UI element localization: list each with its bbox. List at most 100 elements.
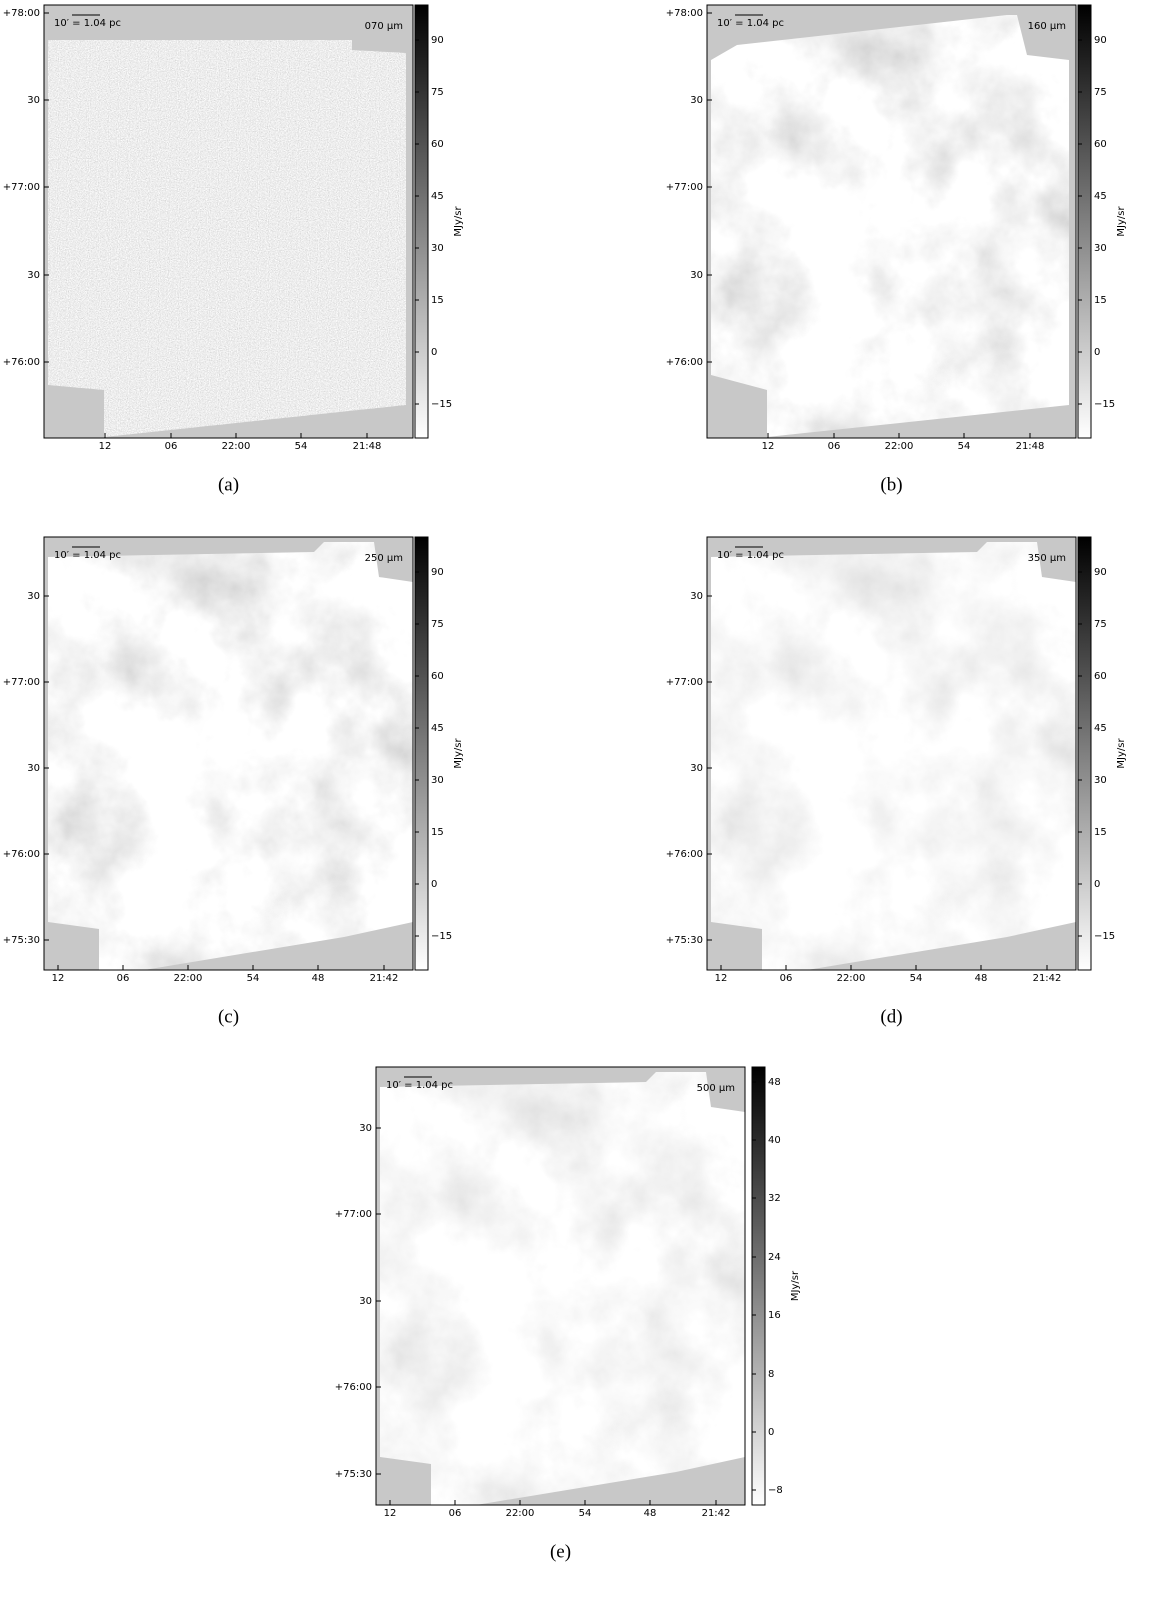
colorbar-label: MJy/sr (1116, 206, 1127, 237)
colorbar-tick-label: 16 (768, 1310, 781, 1321)
colorbar (751, 1066, 766, 1506)
colorbar-tick-label: 90 (431, 567, 444, 578)
colorbar-tick-label: 30 (1094, 243, 1107, 254)
colorbar-tick-label: −15 (1094, 399, 1115, 410)
y-tick-label: +78:00 (3, 8, 40, 19)
y-tick-label: +76:00 (666, 849, 703, 860)
colorbar-tick-label: 0 (431, 347, 437, 358)
colorbar-label: MJy/sr (1116, 738, 1127, 769)
caption: (c) (218, 1006, 239, 1027)
x-tick-label: 22:00 (222, 441, 251, 452)
scale-bar-label: 10′ = 1.04 pc (717, 550, 784, 561)
colorbar-tick-label: 0 (431, 879, 437, 890)
colorbar-tick-label: 90 (431, 35, 444, 46)
x-tick-label: 21:42 (370, 973, 399, 984)
colorbar-tick-label: 60 (1094, 671, 1107, 682)
colorbar (1077, 536, 1092, 971)
colorbar-tick-label: 30 (431, 775, 444, 786)
x-tick-label: 22:00 (174, 973, 203, 984)
colorbar-tick-label: 75 (431, 619, 444, 630)
y-tick-label: +75:30 (3, 935, 40, 946)
x-tick-label: 54 (247, 973, 260, 984)
x-tick-label: 22:00 (885, 441, 914, 452)
x-tick-label: 12 (384, 1508, 397, 1519)
x-tick-label: 48 (644, 1508, 657, 1519)
x-tick-label: 21:42 (1033, 973, 1062, 984)
colorbar-tick-label: 40 (768, 1135, 781, 1146)
wavelength-label: 250 μm (365, 553, 403, 564)
y-tick-label: +76:00 (3, 849, 40, 860)
colorbar-tick-label: 15 (431, 827, 444, 838)
colorbar-tick-label: 15 (1094, 295, 1107, 306)
x-tick-label: 06 (449, 1508, 462, 1519)
colorbar (1077, 4, 1092, 439)
colorbar-tick-label: 45 (431, 191, 444, 202)
axes-frame (43, 536, 414, 971)
map-image (711, 542, 1076, 970)
colorbar-tick-label: 75 (1094, 87, 1107, 98)
x-tick-label: 21:48 (1016, 441, 1045, 452)
colorbar-tick-label: 45 (431, 723, 444, 734)
caption: (e) (550, 1541, 571, 1562)
y-tick-label: 30 (690, 270, 703, 281)
x-tick-label: 21:48 (353, 441, 382, 452)
x-tick-label: 12 (762, 441, 775, 452)
panel: 10′ = 1.04 pc 500 μm 30 +77:00 30 +76:00 +75:3… (335, 1066, 801, 1562)
colorbar-label: MJy/sr (453, 206, 464, 237)
x-tick-label: 21:42 (702, 1508, 731, 1519)
colorbar-tick-label: 30 (1094, 775, 1107, 786)
caption: (b) (880, 474, 902, 495)
wavelength-label: 500 μm (697, 1083, 735, 1094)
colorbar-tick-label: −15 (431, 931, 452, 942)
y-tick-label: 30 (690, 591, 703, 602)
caption: (a) (218, 474, 239, 495)
y-tick-label: 30 (690, 763, 703, 774)
x-tick-label: 54 (579, 1508, 592, 1519)
axes-frame (706, 4, 1077, 439)
x-tick-label: 06 (165, 441, 178, 452)
map-image (48, 40, 406, 437)
wavelength-label: 070 μm (365, 21, 403, 32)
scale-bar-label: 10′ = 1.04 pc (386, 1080, 453, 1091)
colorbar-tick-label: 90 (1094, 35, 1107, 46)
colorbar (414, 4, 429, 439)
x-tick-label: 06 (828, 441, 841, 452)
x-tick-label: 06 (117, 973, 130, 984)
colorbar-tick-label: 60 (1094, 139, 1107, 150)
y-tick-label: +76:00 (3, 357, 40, 368)
colorbar-tick-label: 32 (768, 1193, 781, 1204)
colorbar-label: MJy/sr (790, 1270, 801, 1301)
colorbar-tick-label: 0 (1094, 879, 1100, 890)
colorbar-tick-label: 75 (1094, 619, 1107, 630)
x-tick-label: 12 (52, 973, 65, 984)
x-tick-label: 54 (958, 441, 971, 452)
colorbar-tick-label: 24 (768, 1252, 781, 1263)
colorbar-tick-label: 15 (1094, 827, 1107, 838)
colorbar-tick-label: 48 (768, 1077, 781, 1088)
scale-bar-label: 10′ = 1.04 pc (54, 18, 121, 29)
axes-frame (43, 4, 414, 439)
x-tick-label: 22:00 (837, 973, 866, 984)
panel: 10′ = 1.04 pc 160 μm +78:00 30 +77:00 30 +76:0… (666, 4, 1127, 495)
scale-bar-label: 10′ = 1.04 pc (54, 550, 121, 561)
colorbar-tick-label: −8 (768, 1485, 783, 1496)
y-tick-label: +78:00 (666, 8, 703, 19)
y-tick-label: +75:30 (666, 935, 703, 946)
y-tick-label: 30 (27, 95, 40, 106)
colorbar-tick-label: 0 (1094, 347, 1100, 358)
x-tick-label: 54 (295, 441, 308, 452)
colorbar-tick-label: 0 (768, 1427, 774, 1438)
x-tick-label: 06 (780, 973, 793, 984)
y-tick-label: 30 (27, 270, 40, 281)
colorbar-tick-label: 75 (431, 87, 444, 98)
colorbar-tick-label: 45 (1094, 723, 1107, 734)
x-tick-label: 12 (99, 441, 112, 452)
y-tick-label: +77:00 (3, 677, 40, 688)
y-tick-label: 30 (359, 1123, 372, 1134)
y-tick-label: +77:00 (3, 182, 40, 193)
wavelength-label: 350 μm (1028, 553, 1066, 564)
y-tick-label: +77:00 (666, 182, 703, 193)
colorbar-tick-label: 15 (431, 295, 444, 306)
colorbar-label: MJy/sr (453, 738, 464, 769)
